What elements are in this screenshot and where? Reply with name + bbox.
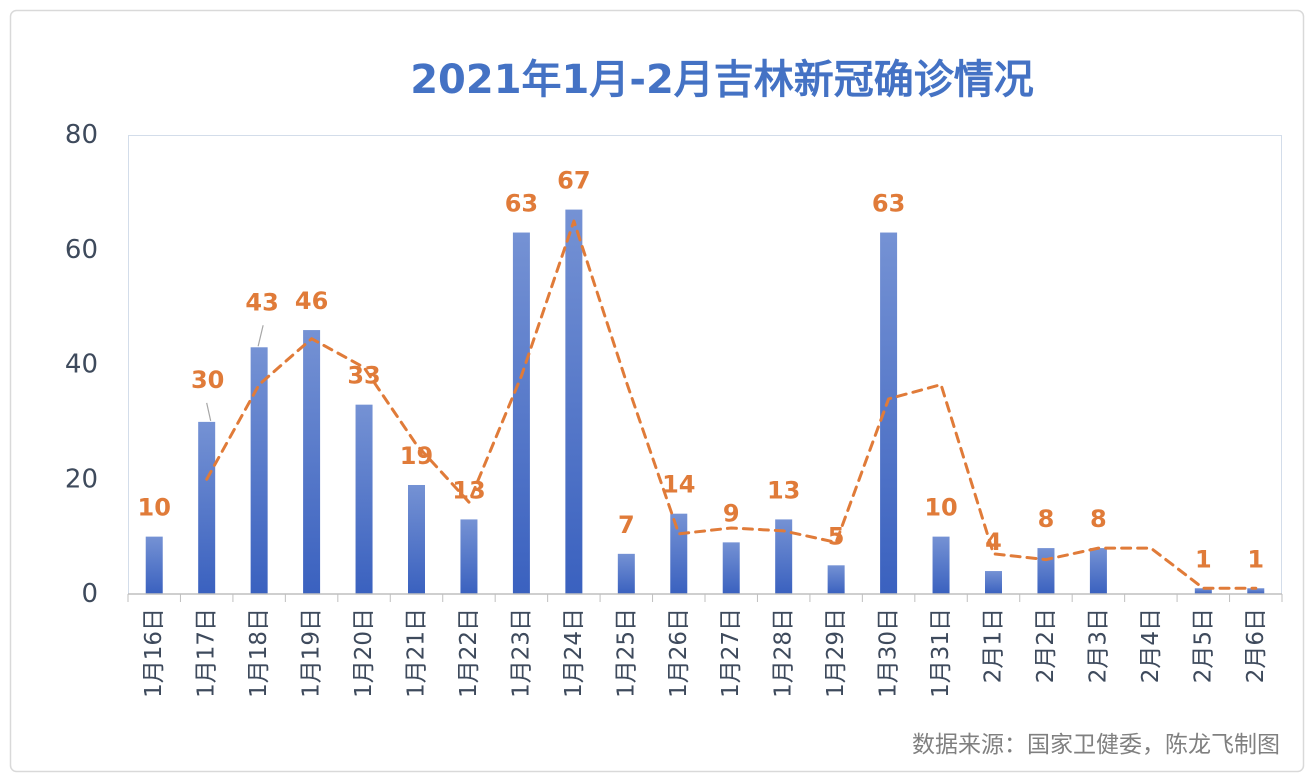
x-tick-label: 2月3日 <box>1085 608 1111 683</box>
x-tick-label: 1月22日 <box>456 608 482 698</box>
y-tick-label: 60 <box>65 235 98 265</box>
data-label: 9 <box>723 499 740 527</box>
y-tick-label: 0 <box>81 579 98 609</box>
data-label: 5 <box>828 522 845 550</box>
data-label: 8 <box>1038 505 1055 533</box>
x-axis: 1月16日 1月17日 1月18日 1月19日 1月20日 1月21日 1月22日 1月23日… <box>127 594 1283 698</box>
bar <box>775 519 793 594</box>
x-tick-label: 1月20日 <box>351 608 377 698</box>
y-tick-label: 20 <box>65 464 98 494</box>
data-label: 46 <box>295 287 328 315</box>
data-label: 1 <box>1247 545 1264 573</box>
data-label: 13 <box>767 476 800 504</box>
data-label: 14 <box>662 471 695 499</box>
data-label: 43 <box>245 288 278 316</box>
trend-line <box>205 219 1258 590</box>
bar <box>617 553 635 594</box>
x-tick-label: 1月16日 <box>141 608 167 698</box>
bar <box>1089 548 1107 594</box>
data-label: 30 <box>191 366 224 394</box>
bar <box>932 536 950 594</box>
x-tick-label: 1月29日 <box>823 608 849 698</box>
bar <box>355 404 373 594</box>
x-tick-label: 2月1日 <box>981 608 1007 683</box>
data-label: 10 <box>138 494 171 522</box>
bar <box>303 330 321 594</box>
data-label: 1 <box>1195 545 1212 573</box>
x-tick-label: 1月19日 <box>299 608 325 698</box>
x-tick-label: 1月18日 <box>246 608 272 698</box>
bar <box>1037 548 1055 594</box>
bar <box>250 347 268 594</box>
bar <box>827 565 845 594</box>
x-tick-label: 1月17日 <box>194 608 220 698</box>
bar <box>408 484 425 594</box>
data-label: 4 <box>985 528 1002 556</box>
bar <box>722 542 740 594</box>
data-label: 63 <box>872 190 905 218</box>
data-labels: 10 30 43 46 33 19 13 63 67 7 14 9 13 5 63 10 4 8 8 1 1 <box>138 167 1265 574</box>
y-tick-label: 80 <box>65 120 98 150</box>
bar <box>565 209 583 594</box>
x-tick-label: 1月24日 <box>561 608 587 698</box>
chart-title: 2021年1月-2月吉林新冠确诊情况 <box>410 57 1034 103</box>
x-tick-label: 1月21日 <box>404 608 430 698</box>
x-tick-label: 2月2日 <box>1033 608 1059 683</box>
chart-border <box>9 9 1305 773</box>
data-label: 7 <box>618 511 635 539</box>
bar <box>1247 588 1265 594</box>
x-tick-label: 1月25日 <box>613 608 639 698</box>
x-tick-label: 2月6日 <box>1243 608 1269 683</box>
data-label: 8 <box>1090 505 1107 533</box>
bar <box>985 571 1002 594</box>
data-label-leader <box>206 402 212 422</box>
x-tick-label: 1月28日 <box>771 608 797 698</box>
data-label: 13 <box>452 476 485 504</box>
bar <box>880 232 898 594</box>
data-label: 33 <box>347 362 380 390</box>
x-tick-label: 1月30日 <box>876 608 902 698</box>
x-tick-label: 1月27日 <box>718 608 744 698</box>
data-label: 19 <box>400 442 433 470</box>
x-tick-label: 1月26日 <box>666 608 692 698</box>
data-label: 63 <box>505 190 538 218</box>
trend-series <box>205 219 1258 590</box>
y-tick-label: 40 <box>65 350 98 380</box>
bar <box>145 536 163 594</box>
x-tick-label: 2月5日 <box>1190 608 1216 683</box>
data-label: 67 <box>557 167 590 195</box>
bar <box>512 232 530 594</box>
bar <box>1194 588 1212 594</box>
data-label-leader <box>257 325 264 347</box>
x-tick-label: 1月23日 <box>508 608 534 698</box>
bar <box>198 421 216 594</box>
bar <box>460 519 478 594</box>
source-note: 数据来源：国家卫健委，陈龙飞制图 <box>912 732 1280 758</box>
x-tick-label: 1月31日 <box>928 608 954 698</box>
bar <box>670 513 688 594</box>
x-tick-label: 2月4日 <box>1138 608 1164 683</box>
data-label: 10 <box>924 494 957 522</box>
y-axis: 0 20 40 60 80 <box>65 120 98 609</box>
